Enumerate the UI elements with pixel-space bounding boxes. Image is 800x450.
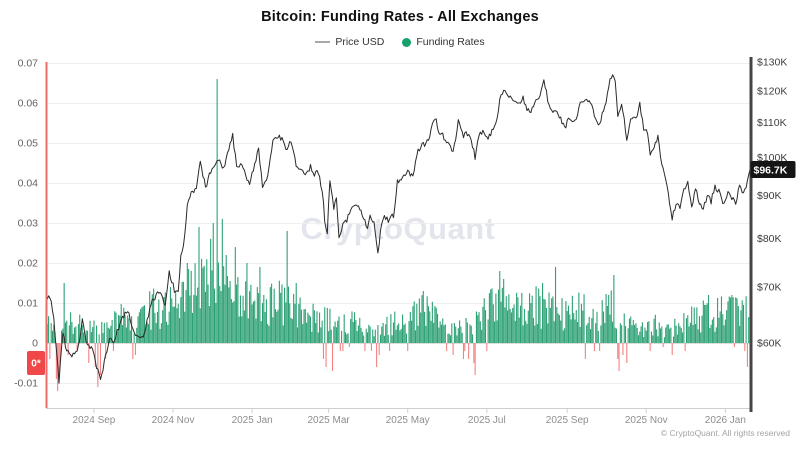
x-axis-tick-label: 2024 Sep xyxy=(73,415,116,426)
legend-item-funding-rates[interactable]: Funding Rates xyxy=(402,36,485,48)
legend-label: Price USD xyxy=(335,36,385,48)
left-axis-tick-label: 0 xyxy=(32,338,38,350)
funding-current-value-badge: 0* xyxy=(27,351,45,375)
left-axis-tick-label: 0.06 xyxy=(18,98,39,110)
left-axis-tick-label: 0.03 xyxy=(18,218,39,230)
x-axis-tick-labels: 2024 Sep 2024 Nov 2025 Jan 2025 Mar 2025 May… xyxy=(73,409,746,426)
chart-title: Bitcoin: Funding Rates - All Exchanges xyxy=(261,9,539,25)
left-axis-tick-label: 0.02 xyxy=(18,258,39,270)
svg-text:0*: 0* xyxy=(31,359,41,370)
right-axis-tick-label: $70K xyxy=(757,281,782,293)
right-axis-tick-label: $90K xyxy=(757,190,782,202)
svg-text:$96.7K: $96.7K xyxy=(754,164,788,176)
x-axis-tick-label: 2025 May xyxy=(386,415,430,426)
copyright-text: © CryptoQuant. All rights reserved xyxy=(660,428,790,438)
left-axis-tick-label: 0.04 xyxy=(18,178,39,190)
funding-dot-legend-marker-icon xyxy=(402,37,412,47)
x-axis-tick-label: 2025 Nov xyxy=(625,415,668,426)
left-axis-tick-label: 0.05 xyxy=(18,138,39,150)
right-axis-tick-label: $60K xyxy=(757,337,782,349)
right-axis-tick-label: $130K xyxy=(757,57,787,69)
chart-legend: Price USD Funding Rates xyxy=(0,36,800,48)
legend-item-price-usd[interactable]: Price USD xyxy=(315,36,384,48)
left-axis-tick-labels: 0.07 0.06 0.05 0.04 0.03 0.02 0.01 0 -0.01 xyxy=(14,58,38,390)
left-axis-tick-label: -0.01 xyxy=(14,378,38,390)
x-axis-tick-label: 2026 Jan xyxy=(705,415,746,426)
x-axis-tick-label: 2025 Jan xyxy=(232,415,273,426)
legend-label: Funding Rates xyxy=(416,36,485,48)
right-axis-tick-label: $110K xyxy=(757,117,787,129)
right-axis-tick-label: $120K xyxy=(757,86,787,98)
price-current-value-badge: $96.7K xyxy=(750,161,796,179)
left-axis-tick-label: 0.07 xyxy=(18,58,39,70)
x-axis-tick-label: 2025 Jul xyxy=(468,415,506,426)
x-axis-tick-label: 2025 Mar xyxy=(308,415,351,426)
gridlines xyxy=(46,63,750,384)
right-axis-tick-label: $80K xyxy=(757,233,782,245)
x-axis-tick-label: 2025 Sep xyxy=(546,415,589,426)
price-line xyxy=(45,74,751,384)
funding-rate-bars xyxy=(45,79,750,391)
right-axis-tick-label: $100K xyxy=(757,152,787,164)
x-axis-tick-label: 2024 Nov xyxy=(152,415,195,426)
price-line-legend-marker-icon xyxy=(315,40,331,44)
right-axis-tick-labels: $130K $120K $110K $100K $90K $80K $70K $60K xyxy=(757,57,787,350)
left-axis-tick-label: 0.01 xyxy=(18,298,39,310)
